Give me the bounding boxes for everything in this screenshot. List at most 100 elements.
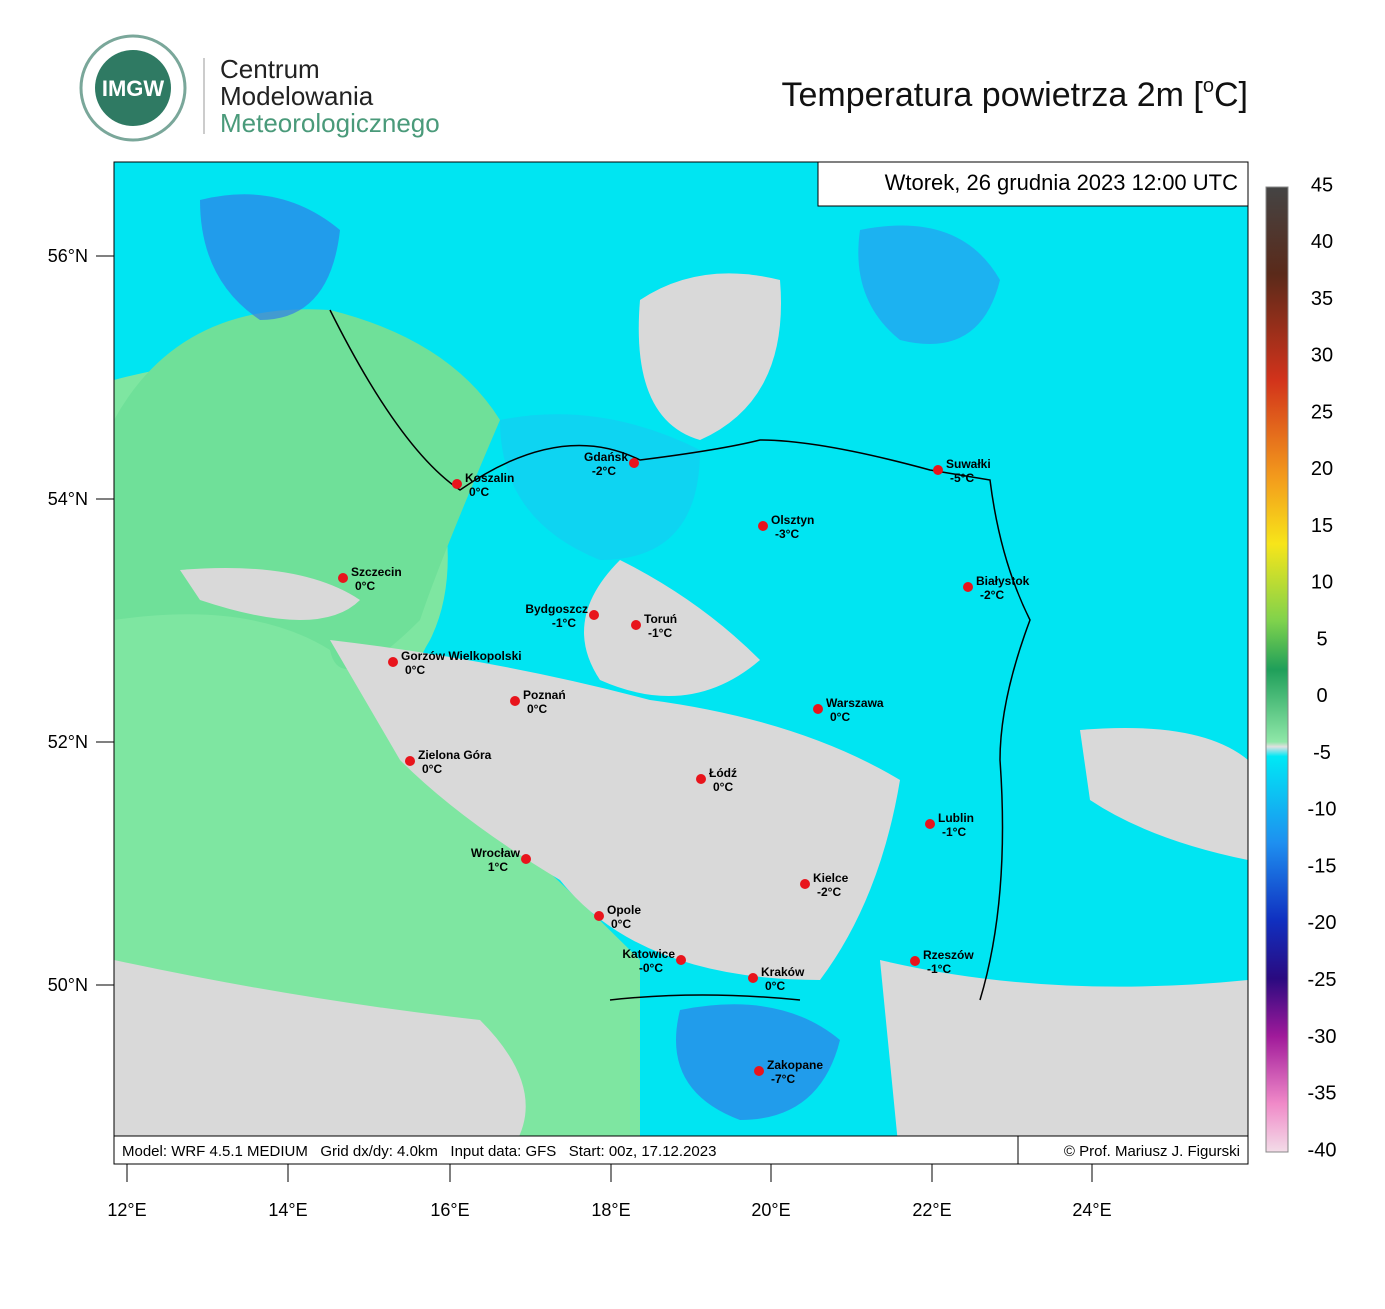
- city-marker: [963, 582, 973, 592]
- city-name: Suwałki: [946, 457, 991, 471]
- footer-right: © Prof. Mariusz J. Figurski: [1064, 1143, 1240, 1160]
- city-marker: [696, 774, 706, 784]
- city-marker: [631, 620, 641, 630]
- city-marker: [629, 458, 639, 468]
- city-name: Łódź: [709, 766, 737, 780]
- colorbar-label: 25: [1311, 401, 1333, 423]
- colorbar-label: 35: [1311, 288, 1333, 310]
- colorbar-label: 10: [1311, 572, 1333, 594]
- title-suffix: C]: [1214, 76, 1248, 114]
- title-degree: o: [1203, 75, 1214, 97]
- lon-label: 16°E: [430, 1200, 469, 1220]
- city-marker: [910, 956, 920, 966]
- city-name: Gdańsk: [584, 450, 628, 464]
- city-temp: 0°C: [422, 762, 442, 776]
- lat-label: 50°N: [48, 975, 88, 995]
- city-name: Opole: [607, 903, 641, 917]
- city-marker: [510, 696, 520, 706]
- city-marker: [338, 573, 348, 583]
- colorbar-label: 45: [1311, 174, 1333, 196]
- city-name: Rzeszów: [923, 948, 974, 962]
- timestamp-box: [817, 161, 1249, 207]
- city-name: Szczecin: [351, 565, 402, 579]
- city-temp: -2°C: [817, 885, 841, 899]
- axes: 56°N 54°N 52°N 50°N 12°E 14°E 16°E 18°E 20°E 22°E…: [48, 246, 1112, 1220]
- city-name: Warszawa: [826, 696, 884, 710]
- colorbar-label: 15: [1311, 515, 1333, 537]
- city-marker: [758, 521, 768, 531]
- colorbar-label: 40: [1311, 231, 1333, 253]
- city-temp: -1°C: [648, 626, 672, 640]
- city-temp: 0°C: [527, 702, 547, 716]
- colorbar-label: -15: [1308, 855, 1337, 877]
- lon-label: 24°E: [1072, 1200, 1111, 1220]
- city-name: Gorzów Wielkopolski: [401, 649, 522, 663]
- city-marker: [748, 973, 758, 983]
- lon-label: 20°E: [751, 1200, 790, 1220]
- city-temp: -1°C: [927, 962, 951, 976]
- city-name: Poznań: [523, 688, 566, 702]
- city-temp: 0°C: [830, 710, 850, 724]
- city-name: Białystok: [976, 574, 1030, 588]
- logo-badge: IMGW: [102, 76, 165, 101]
- city-name: Toruń: [644, 612, 677, 626]
- lon-label: 22°E: [912, 1200, 951, 1220]
- city-name: Olsztyn: [771, 513, 814, 527]
- timestamp: Wtorek, 26 grudnia 2023 12:00 UTC: [885, 170, 1239, 195]
- city-marker: [800, 879, 810, 889]
- city-temp: -0°C: [639, 961, 663, 975]
- city-name: Wrocław: [471, 846, 521, 860]
- colorbar-label: -25: [1308, 969, 1337, 991]
- city-name: Zielona Góra: [418, 748, 492, 762]
- footer-box: [113, 1135, 1249, 1165]
- lat-label: 54°N: [48, 489, 88, 509]
- lon-label: 12°E: [107, 1200, 146, 1220]
- city-marker: [813, 704, 823, 714]
- city-marker: [594, 911, 604, 921]
- city-temp: 0°C: [765, 979, 785, 993]
- city-name: Kielce: [813, 871, 849, 885]
- lon-label: 18°E: [591, 1200, 630, 1220]
- colorbar-label: -10: [1308, 799, 1337, 821]
- title-prefix: Temperatura powietrza 2m [: [781, 76, 1203, 114]
- city-temp: -2°C: [980, 588, 1004, 602]
- city-marker: [405, 756, 415, 766]
- city-temp: -1°C: [552, 616, 576, 630]
- colorbar-label: 30: [1311, 345, 1333, 367]
- colorbar: [1265, 186, 1289, 1153]
- lon-label: 14°E: [268, 1200, 307, 1220]
- colorbar-label: -20: [1308, 912, 1337, 934]
- city-marker: [925, 819, 935, 829]
- footer-left: Model: WRF 4.5.1 MEDIUM Grid dx/dy: 4.0k…: [122, 1143, 716, 1160]
- city-name: Katowice: [622, 947, 675, 961]
- colorbar-label: 5: [1316, 628, 1327, 650]
- lat-label: 56°N: [48, 246, 88, 266]
- city-temp: -5°C: [950, 471, 974, 485]
- city-temp: -2°C: [592, 464, 616, 478]
- colorbar-label: 20: [1311, 458, 1333, 480]
- city-marker: [754, 1066, 764, 1076]
- city-marker: [452, 479, 462, 489]
- city-name: Lublin: [938, 811, 974, 825]
- logo-line: Centrum: [220, 54, 320, 84]
- city-marker: [676, 955, 686, 965]
- city-temp: 0°C: [713, 780, 733, 794]
- logo-line: Meteorologicznego: [220, 108, 440, 138]
- logo: IMGW Centrum Modelowania Meteorologiczne…: [79, 34, 440, 142]
- city-name: Koszalin: [465, 471, 514, 485]
- city-marker: [388, 657, 398, 667]
- colorbar-label: -5: [1313, 742, 1331, 764]
- colorbar-labels: 45 40 35 30 25 20 15 10 5 0 -5 -10 -15 -20 -25 -30 -35 -4…: [1308, 174, 1337, 1161]
- city-marker: [521, 854, 531, 864]
- city-temp: -1°C: [942, 825, 966, 839]
- title: Temperatura powietrza 2m [oC]: [781, 75, 1248, 114]
- colorbar-label: -35: [1308, 1083, 1337, 1105]
- city-temp: -3°C: [775, 527, 799, 541]
- colorbar-label: -40: [1308, 1139, 1337, 1161]
- city-marker: [589, 610, 599, 620]
- colorbar-label: -30: [1308, 1026, 1337, 1048]
- city-temp: 1°C: [488, 860, 508, 874]
- city-marker: [933, 465, 943, 475]
